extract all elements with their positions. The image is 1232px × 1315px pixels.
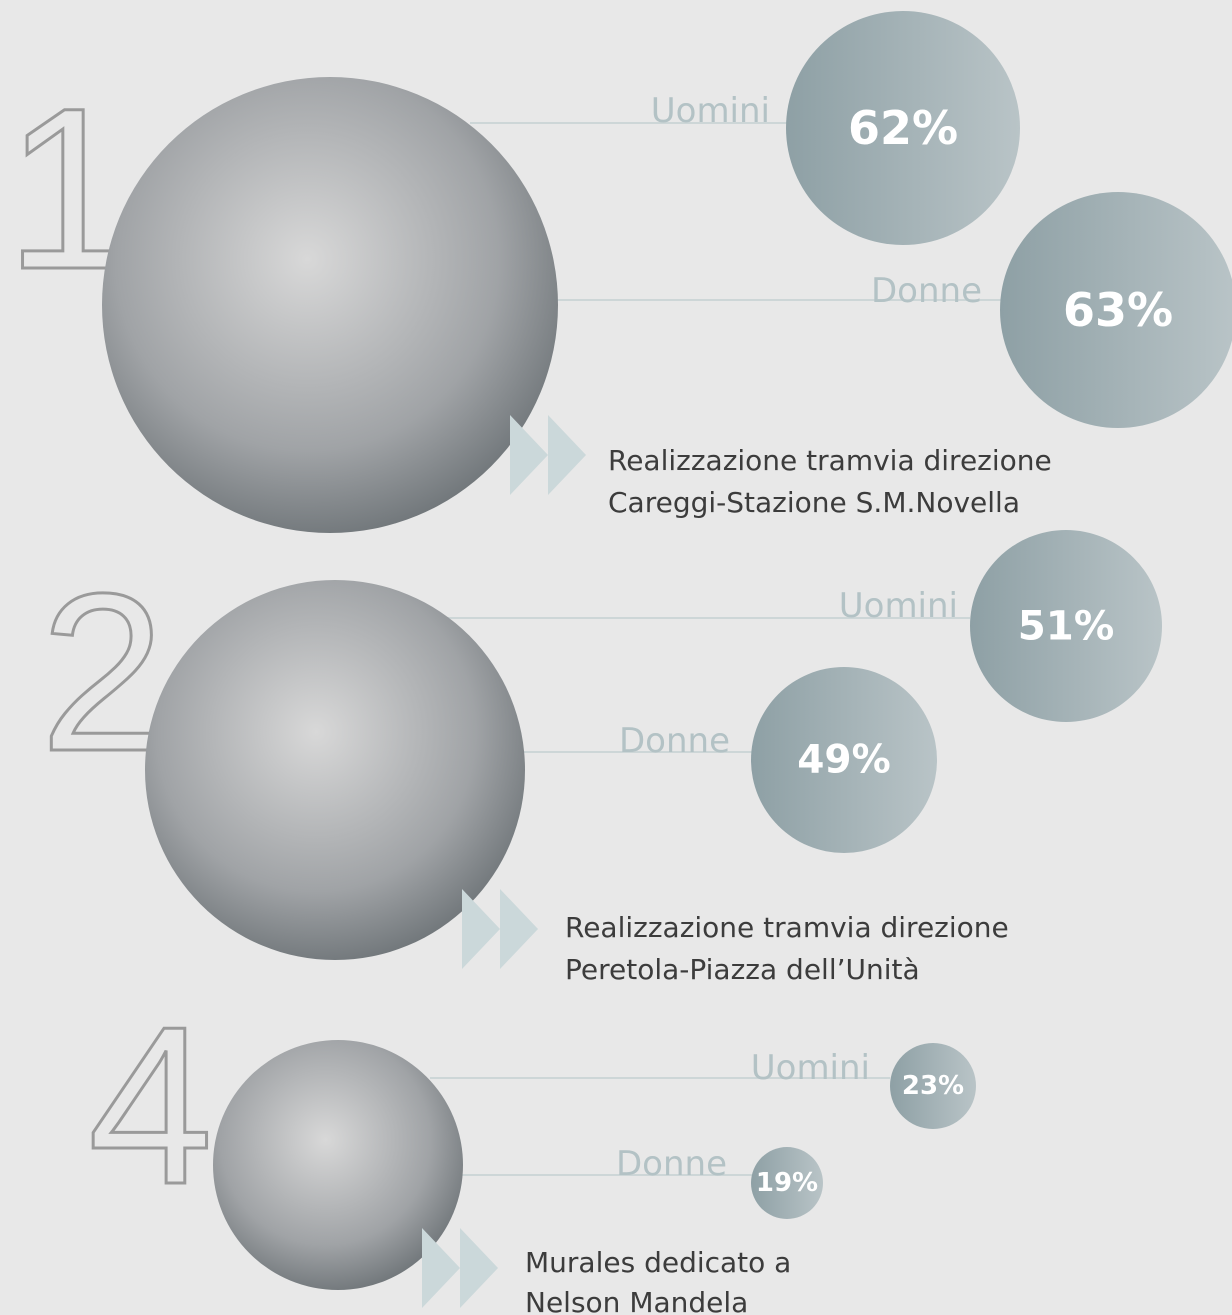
stat-label: Donne [871, 271, 982, 311]
stat-value: 62% [848, 101, 958, 155]
caption: Realizzazione tramvia direzione [608, 444, 1052, 477]
stat-label: Uomini [751, 1048, 870, 1088]
stat-label: Donne [619, 721, 730, 761]
caption: Realizzazione tramvia direzione [565, 911, 1009, 944]
caption: Peretola-Piazza dell’Unità [565, 953, 920, 986]
stat-label: Uomini [651, 91, 770, 131]
stat-value: 51% [1018, 603, 1115, 650]
caption: Nelson Mandela [525, 1286, 748, 1315]
stat-value: 63% [1063, 283, 1173, 337]
stat-value: 19% [756, 1168, 818, 1198]
stat-value: 23% [902, 1071, 964, 1101]
item-number: 4 [88, 979, 213, 1231]
photo [102, 77, 558, 533]
stat-label: Uomini [839, 586, 958, 626]
caption: Careggi-Stazione S.M.Novella [608, 486, 1020, 519]
stat-value: 49% [797, 738, 890, 783]
infographic: 1Uomini62%Donne63%Realizzazione tramvia … [0, 0, 1232, 1315]
caption: Murales dedicato a [525, 1246, 791, 1279]
stat-label: Donne [616, 1144, 727, 1184]
